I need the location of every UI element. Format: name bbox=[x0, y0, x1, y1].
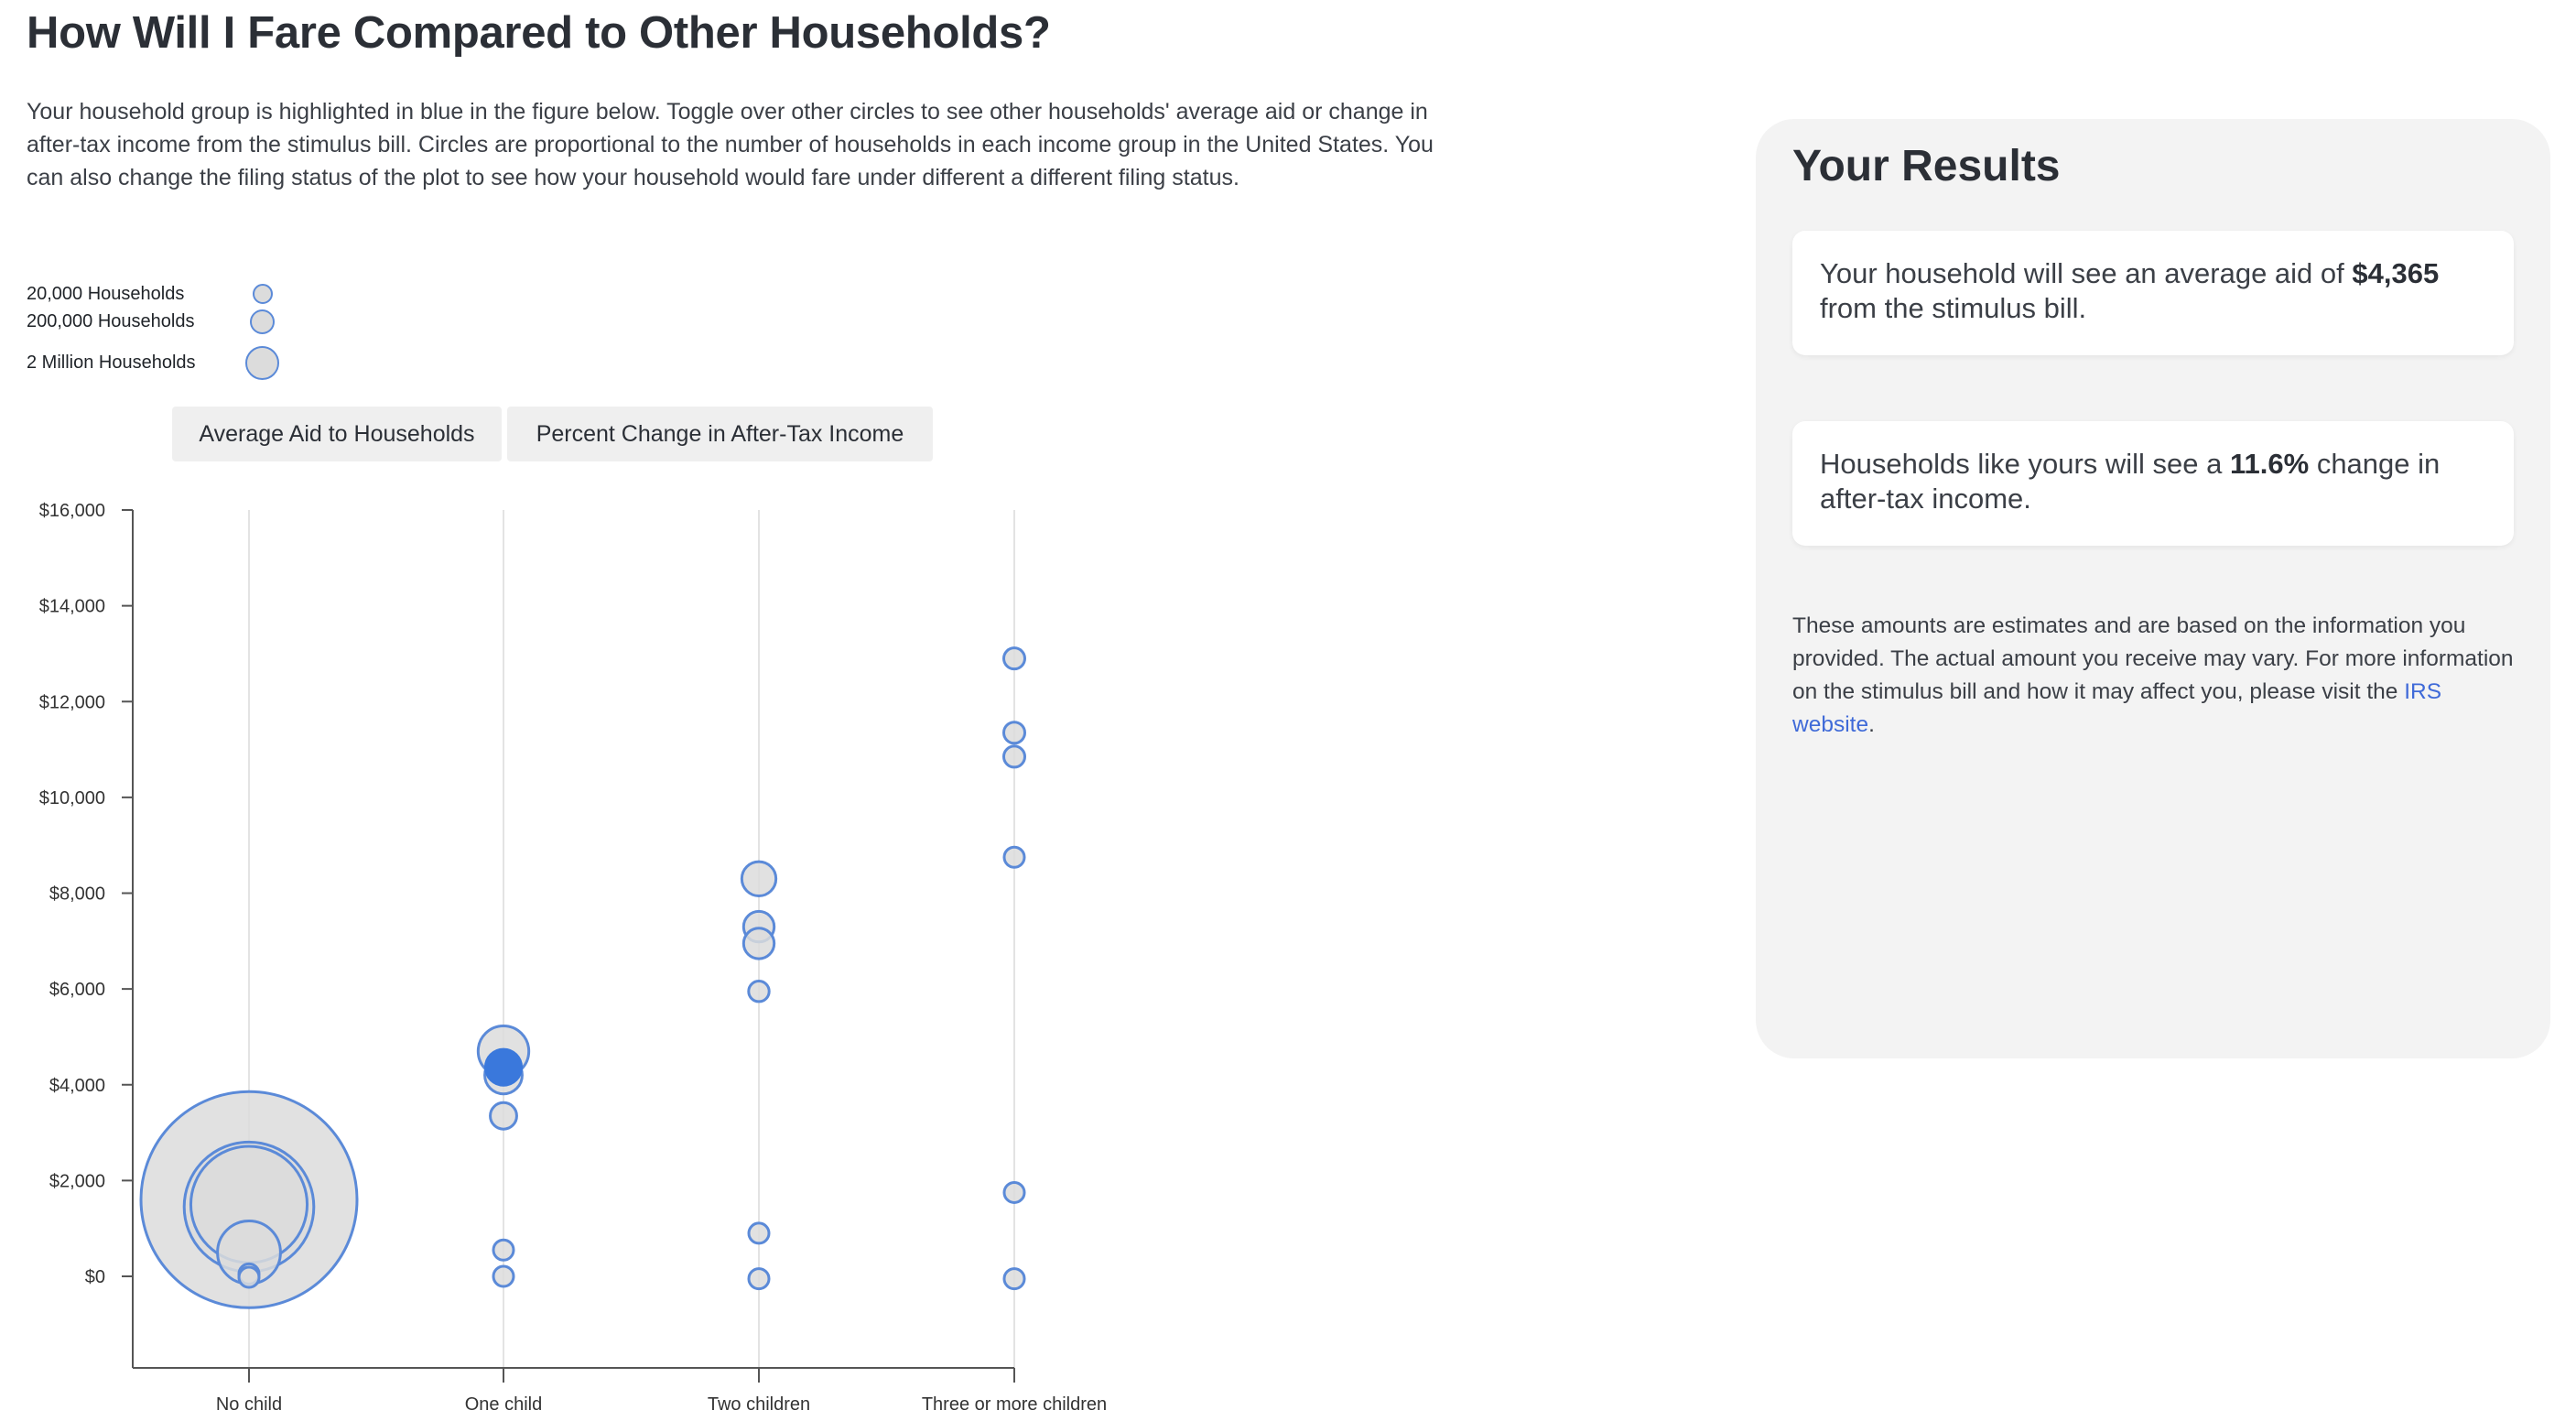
household-bubble[interactable] bbox=[747, 1267, 771, 1291]
average-aid-button[interactable]: Average Aid to Households bbox=[172, 407, 502, 461]
household-bubble[interactable] bbox=[1002, 1180, 1026, 1204]
legend-label-2m: 2 Million Households bbox=[27, 353, 196, 373]
percent-change-button[interactable]: Percent Change in After-Tax Income bbox=[507, 407, 933, 461]
household-bubble[interactable] bbox=[747, 980, 771, 1003]
household-bubble[interactable] bbox=[747, 1221, 771, 1245]
highlighted-household-bubble[interactable] bbox=[483, 1047, 524, 1087]
pct-result-card: Households like yours will see a 11.6% c… bbox=[1792, 421, 2514, 546]
x-tick-label: Two children bbox=[708, 1394, 810, 1415]
household-bubble[interactable] bbox=[489, 1101, 518, 1131]
aid-prefix: Your household will see an average aid o… bbox=[1820, 257, 2353, 289]
aid-result-card: Your household will see an average aid o… bbox=[1792, 231, 2514, 355]
legend-dot-200k bbox=[250, 309, 275, 334]
y-tick-label: $14,000 bbox=[39, 597, 105, 617]
household-bubble[interactable] bbox=[492, 1264, 515, 1288]
pct-suffix: change in after-tax income. bbox=[1820, 448, 2441, 515]
y-tick-label: $4,000 bbox=[49, 1076, 105, 1096]
aid-suffix: from the stimulus bill. bbox=[1820, 292, 2087, 324]
page-title: How Will I Fare Compared to Other Househ… bbox=[27, 8, 1051, 58]
y-tick-label: $6,000 bbox=[49, 980, 105, 1000]
household-bubble[interactable] bbox=[1002, 845, 1026, 869]
y-tick-label: $16,000 bbox=[39, 501, 105, 521]
household-bubble[interactable] bbox=[1002, 1267, 1026, 1291]
bubble-chart: $0 $2,000 $4,000 $6,000 $8,000 $10,000 $12,000… bbox=[39, 501, 1107, 1415]
legend-label-20k: 20,000 Households bbox=[27, 284, 185, 304]
x-tick-label: Three or more children bbox=[922, 1394, 1107, 1415]
household-bubble[interactable] bbox=[1001, 744, 1027, 769]
intro-text: Your household group is highlighted in b… bbox=[27, 99, 1434, 190]
y-tick-label: $10,000 bbox=[39, 788, 105, 808]
household-bubble[interactable] bbox=[1001, 721, 1027, 745]
y-tick-label: $2,000 bbox=[49, 1171, 105, 1191]
household-bubble[interactable] bbox=[741, 927, 776, 960]
results-title: Your Results bbox=[1792, 142, 2061, 190]
household-bubble[interactable] bbox=[237, 1265, 261, 1289]
irs-website-link[interactable]: IRS website bbox=[1792, 679, 2442, 737]
household-bubble[interactable] bbox=[1001, 646, 1027, 671]
y-tick-label: $8,000 bbox=[49, 884, 105, 905]
note-end: . bbox=[1868, 712, 1875, 737]
legend-label-200k: 200,000 Households bbox=[27, 311, 195, 331]
x-tick-label: No child bbox=[216, 1394, 282, 1415]
results-panel: Your Results Your household will see an … bbox=[1756, 119, 2550, 1058]
household-bubble[interactable] bbox=[492, 1238, 515, 1262]
legend-dot-20k bbox=[253, 284, 273, 304]
aid-value: $4,365 bbox=[2352, 257, 2440, 289]
household-bubble[interactable] bbox=[740, 860, 778, 897]
x-tick-label: One child bbox=[465, 1394, 543, 1415]
y-tick-label: $0 bbox=[85, 1267, 105, 1287]
legend-dot-2m bbox=[245, 346, 279, 380]
disclaimer-note: These amounts are estimates and are base… bbox=[1792, 610, 2525, 742]
size-legend: 20,000 Households 200,000 Households 2 M… bbox=[27, 275, 301, 394]
y-tick-label: $12,000 bbox=[39, 692, 105, 712]
pct-value: 11.6% bbox=[2230, 448, 2310, 480]
pct-prefix: Households like yours will see a bbox=[1820, 448, 2230, 480]
note-text: These amounts are estimates and are base… bbox=[1792, 613, 2514, 704]
